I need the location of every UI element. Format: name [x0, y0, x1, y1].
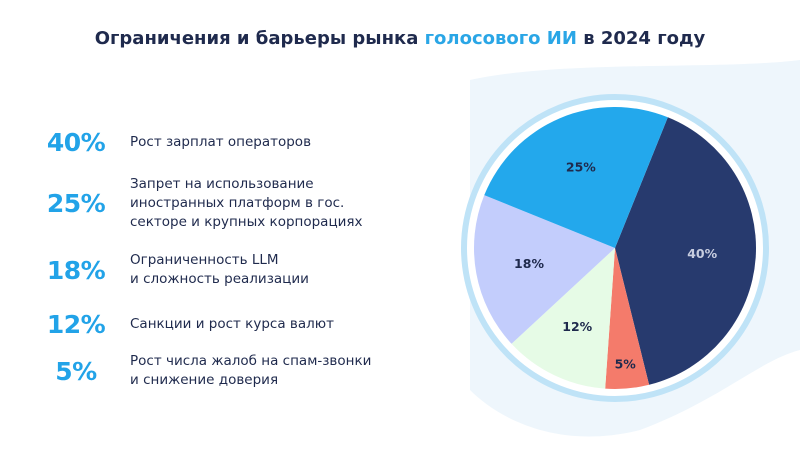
item-description-line: и снижение доверия — [130, 372, 279, 388]
pie-slices — [474, 107, 756, 389]
pie-slice — [511, 248, 615, 389]
item-description-line: Санкции и рост курса валют — [130, 316, 334, 332]
item-percent: 18% — [46, 255, 106, 285]
item-description: Рост зарплат операторов — [130, 133, 311, 152]
pie-slice-label: 5% — [615, 357, 637, 372]
pie-slice — [615, 117, 756, 385]
item-percent: 40% — [46, 128, 106, 157]
pie-slice-label: 18% — [514, 256, 544, 271]
pie-slice-label: 25% — [566, 160, 596, 175]
list-item-4: 5% Рост числа жалоб на спам-звонки и сни… — [30, 352, 410, 390]
item-description-line: и сложность реализации — [130, 271, 309, 287]
item-percent: 25% — [46, 189, 106, 218]
list-item-2: 18% Ограниченность LLM и сложность реали… — [30, 251, 410, 289]
item-description: Санкции и рост курса валют — [130, 315, 334, 334]
item-percent: 5% — [55, 356, 97, 386]
pie-slice — [484, 107, 668, 249]
item-description-line: Рост числа жалоб на спам-звонки — [130, 353, 372, 369]
title-suffix: в 2024 году — [576, 28, 706, 49]
pie-slice — [474, 195, 615, 344]
item-description-line: секторе и крупных корпорациях — [130, 214, 363, 230]
item-description-line: Запрет на использование — [130, 176, 314, 192]
item-description: Запрет на использование иностранных плат… — [130, 175, 363, 232]
pie-slice-label: 40% — [687, 246, 717, 261]
item-description-line: Рост зарплат операторов — [130, 134, 312, 150]
page-title: Ограничения и барьеры рынка голосового И… — [0, 28, 800, 49]
list-item-1: 25% Запрет на использование иностранных … — [30, 175, 410, 232]
pie-labels: 40% 5% 12% 18% 25% — [514, 160, 718, 372]
title-prefix: Ограничения и барьеры рынка — [94, 28, 425, 49]
title-accent: голосового ИИ — [424, 28, 577, 49]
item-description-line: Ограниченность LLM — [130, 252, 279, 268]
pie-slice — [605, 248, 650, 389]
item-description: Рост числа жалоб на спам-звонки и снижен… — [130, 352, 371, 390]
list-item-0: 40% Рост зарплат операторов — [30, 128, 410, 157]
pie-chart-svg: 40% 5% 12% 18% 25% — [461, 94, 769, 402]
item-percent: 12% — [46, 310, 106, 339]
pie-slice-label: 12% — [562, 319, 592, 334]
list-item-3: 12% Санкции и рост курса валют — [30, 310, 410, 339]
pie-chart: 40% 5% 12% 18% 25% — [460, 93, 770, 403]
item-description-line: иностранных платформ в гос. — [130, 195, 345, 211]
item-description: Ограниченность LLM и сложность реализаци… — [130, 251, 309, 289]
